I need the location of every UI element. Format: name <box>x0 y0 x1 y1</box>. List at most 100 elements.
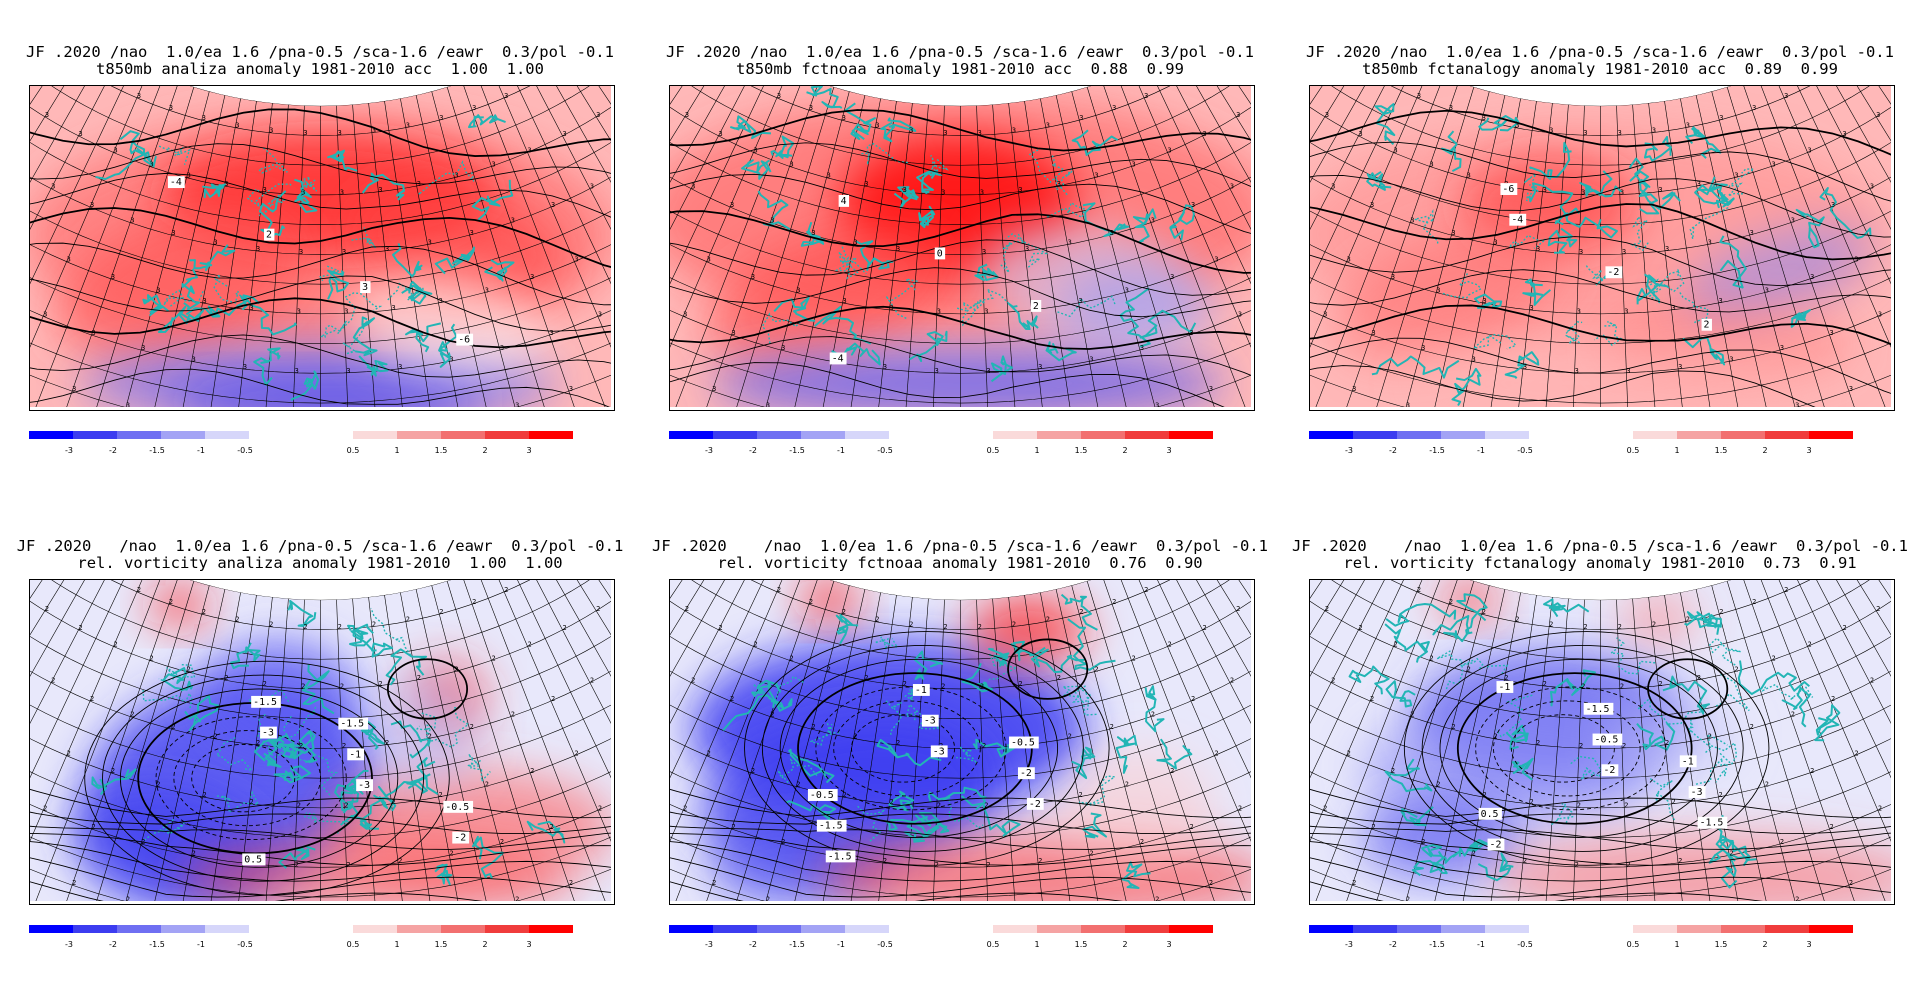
svg-text:3: 3 <box>1870 183 1874 191</box>
svg-text:3: 3 <box>1421 344 1425 352</box>
svg-text:3: 3 <box>1393 146 1397 154</box>
svg-text:3: 3 <box>809 104 813 112</box>
map-frame: 2 2 2 2 2 2 2 2 2 2 2 2 2 2 2 2 2 2 2 2 2 2 2 2 2 2 2 2 2 2 2 2 2 2 2 2 2 2 2 2… <box>29 579 615 905</box>
panel-title-line2: t850mb fctanalogy anomaly 1981-2010 acc … <box>1362 60 1838 78</box>
svg-text:3: 3 <box>1436 287 1440 295</box>
svg-text:2: 2 <box>1483 791 1487 799</box>
svg-text:2: 2 <box>470 723 474 731</box>
colorbar-label: 1 <box>1034 446 1039 455</box>
svg-text:3: 3 <box>1089 355 1093 363</box>
svg-text:2: 2 <box>827 666 831 674</box>
svg-text:2: 2 <box>113 640 117 648</box>
svg-text:2: 2 <box>982 742 986 750</box>
contour-label: -1.5 <box>340 719 364 730</box>
svg-text:3: 3 <box>1791 217 1795 225</box>
svg-text:2: 2 <box>1078 791 1082 799</box>
svg-text:2: 2 <box>896 739 900 747</box>
svg-text:2: 2 <box>1581 683 1585 691</box>
svg-text:3: 3 <box>203 297 207 305</box>
svg-text:3: 3 <box>766 402 770 407</box>
colorbar-label: -2 <box>109 940 117 949</box>
svg-text:2: 2 <box>1620 683 1624 691</box>
svg-text:3: 3 <box>796 287 800 295</box>
svg-text:2: 2 <box>392 798 396 806</box>
colorbar-label: 1 <box>1034 940 1039 949</box>
svg-text:2: 2 <box>504 586 508 594</box>
svg-text:2: 2 <box>1622 742 1626 750</box>
svg-text:2: 2 <box>943 623 947 631</box>
svg-text:3: 3 <box>1391 273 1395 281</box>
colorbar-swatch-pos <box>1169 925 1213 933</box>
anomaly-shading: 2 2 2 2 2 2 2 2 2 2 2 2 2 2 2 2 2 2 2 2 2 2 2 2 2 2 2 2 2 2 2 2 2 2 2 2 2 2 2 2… <box>1310 580 1891 901</box>
contour-label: -1.5 <box>828 851 852 862</box>
svg-text:2: 2 <box>980 683 984 691</box>
map-panel: JF .2020 /nao 1.0/ea 1.6 /pna-0.5 /sca-1… <box>0 494 640 988</box>
svg-text:2: 2 <box>1131 654 1135 662</box>
svg-text:3: 3 <box>1854 256 1858 264</box>
colorbar-label: 1.5 <box>1075 446 1088 455</box>
svg-text:3: 3 <box>303 129 307 137</box>
contour-label: -2 <box>1020 768 1032 779</box>
svg-text:3: 3 <box>1708 239 1712 247</box>
colorbar-swatch-pos <box>353 431 397 439</box>
contour-label: -4 <box>170 177 182 188</box>
svg-text:3: 3 <box>1515 122 1519 130</box>
svg-text:2: 2 <box>1854 750 1858 758</box>
svg-text:3: 3 <box>1358 130 1362 138</box>
colorbar-label: -3 <box>65 446 73 455</box>
svg-text:2: 2 <box>1094 666 1098 674</box>
svg-text:3: 3 <box>1618 129 1622 137</box>
colorbar-label: -1.5 <box>789 446 805 455</box>
svg-text:3: 3 <box>550 329 554 337</box>
svg-text:2: 2 <box>596 605 600 613</box>
lat-lon-grid <box>30 580 611 901</box>
colorbar-label: -1 <box>837 940 845 949</box>
svg-text:2: 2 <box>1734 666 1738 674</box>
colorbar-swatch-pos <box>1081 925 1125 933</box>
svg-text:3: 3 <box>1658 186 1662 194</box>
map-plot: 2 2 2 2 2 2 2 2 2 2 2 2 2 2 2 2 2 2 2 2 2 2 2 2 2 2 2 2 2 2 2 2 2 2 2 2 2 2 2 2… <box>670 580 1251 901</box>
svg-text:3: 3 <box>1583 129 1587 137</box>
svg-text:3: 3 <box>372 127 376 135</box>
svg-text:3: 3 <box>790 160 794 168</box>
colorbar-label: 3 <box>1806 446 1811 455</box>
svg-text:2: 2 <box>853 733 857 741</box>
colorbar-swatch-pos <box>1633 925 1677 933</box>
colorbar-label: 3 <box>1806 940 1811 949</box>
svg-text:3: 3 <box>202 114 206 122</box>
svg-text:2: 2 <box>1110 723 1114 731</box>
svg-text:2: 2 <box>1125 781 1129 789</box>
svg-text:2: 2 <box>515 896 519 901</box>
svg-text:2: 2 <box>685 605 689 613</box>
colorbar-swatch-pos <box>1125 431 1169 439</box>
svg-text:2: 2 <box>550 823 554 831</box>
svg-text:2: 2 <box>130 711 134 719</box>
svg-text:2: 2 <box>43 804 47 812</box>
contour-label: -2 <box>1603 765 1615 776</box>
svg-text:2: 2 <box>51 677 55 685</box>
colorbar-label: -2 <box>749 446 757 455</box>
contour-label: 0.5 <box>1481 809 1499 820</box>
svg-text:3: 3 <box>344 307 348 315</box>
svg-text:3: 3 <box>1406 402 1410 407</box>
svg-text:2: 2 <box>224 674 228 682</box>
svg-text:3: 3 <box>1686 122 1690 130</box>
lat-lon-grid <box>1310 580 1891 901</box>
colorbar-label: 1.5 <box>1075 940 1088 949</box>
svg-text:3: 3 <box>1795 402 1799 407</box>
svg-text:2: 2 <box>1624 801 1628 809</box>
contour-label: -0.5 <box>445 802 469 813</box>
colorbar-swatch-neg <box>29 431 73 439</box>
svg-text:3: 3 <box>1808 146 1812 154</box>
svg-text:2: 2 <box>1347 750 1351 758</box>
colorbar-swatch-neg <box>845 925 889 933</box>
colorbar-swatch-neg <box>1353 431 1397 439</box>
colorbar-swatch-pos <box>1721 925 1765 933</box>
svg-text:3: 3 <box>417 180 421 188</box>
svg-text:3: 3 <box>90 201 94 209</box>
svg-text:3: 3 <box>1417 92 1421 100</box>
svg-text:3: 3 <box>263 186 267 194</box>
colorbar-label: -1.5 <box>149 446 165 455</box>
svg-text:3: 3 <box>1549 127 1553 135</box>
svg-text:2: 2 <box>683 804 687 812</box>
